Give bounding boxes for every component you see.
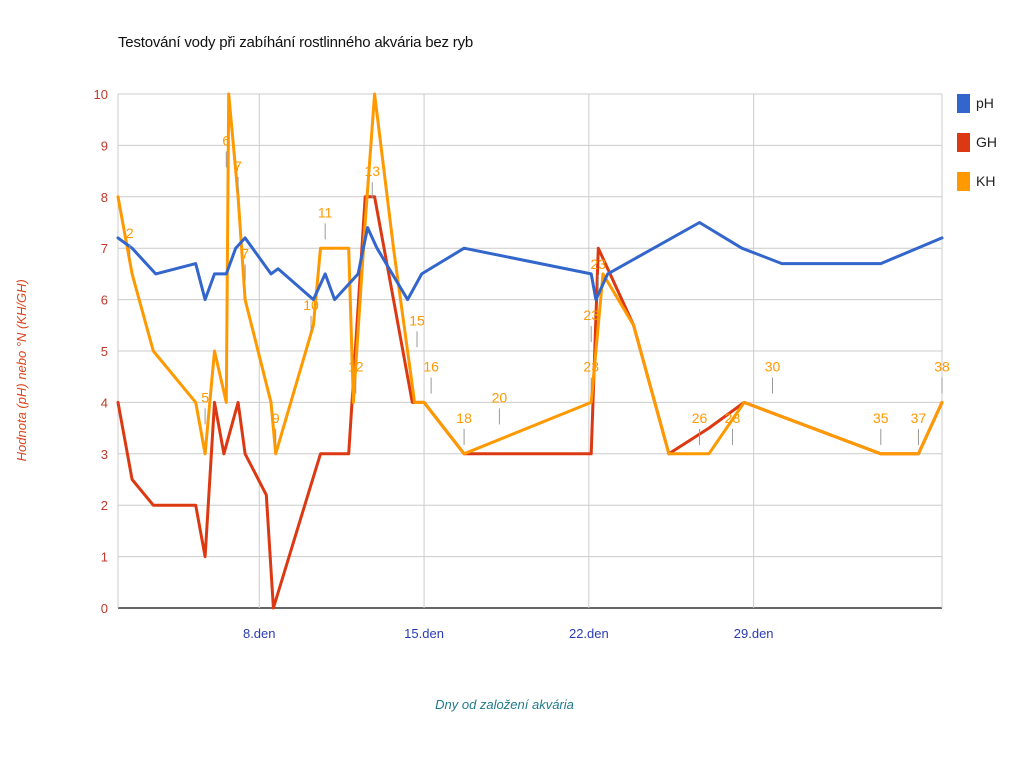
legend-swatch-ph (957, 93, 970, 113)
annotation-label: 23 (583, 307, 599, 323)
legend-label-gh: GH (976, 134, 997, 150)
x-tick-label: 29.den (734, 626, 774, 641)
annotation-label: 15 (409, 312, 425, 328)
series-line-gh (116, 195, 944, 610)
legend-item-kh: KH (957, 171, 995, 191)
y-tick-label: 5 (101, 344, 108, 359)
annotation-label: 30 (765, 359, 781, 375)
annotation-label: 37 (911, 410, 927, 426)
x-tick-label: 15.den (404, 626, 444, 641)
y-tick-label: 6 (101, 293, 108, 308)
annotation-label: 2 (126, 225, 134, 241)
y-tick-label: 8 (101, 190, 108, 205)
annotation-label: 12 (348, 359, 364, 375)
y-tick-label: 2 (101, 498, 108, 513)
annotation-label: 10 (303, 297, 319, 313)
legend-swatch-gh (957, 132, 970, 152)
legend-label-ph: pH (976, 95, 994, 111)
y-tick-label: 0 (101, 601, 108, 616)
annotation-label: 28 (725, 410, 741, 426)
chart-title: Testování vody při zabíhání rostlinného … (118, 34, 474, 51)
series-line-kh (116, 92, 944, 456)
annotation-label: 35 (873, 410, 889, 426)
annotation-label: 18 (456, 410, 472, 426)
x-axis-title: Dny od založení akvária (435, 697, 574, 712)
series-layer (116, 92, 944, 610)
y-tick-label: 1 (101, 550, 108, 565)
y-tick-label: 4 (101, 395, 108, 410)
annotation-label: 7 (234, 158, 242, 174)
annotation-label: 20 (492, 389, 508, 405)
annotation-label: 16 (423, 359, 439, 375)
annotation-label: 6 (222, 132, 230, 148)
annotation-label: 23 (590, 256, 606, 272)
annotation-label: 26 (692, 410, 708, 426)
y-tick-label: 9 (101, 138, 108, 153)
annotation-label: 38 (934, 359, 950, 375)
legend-swatch-kh (957, 171, 970, 191)
legend-item-gh: GH (957, 132, 997, 152)
y-tick-label: 7 (101, 241, 108, 256)
annotation-label: 7 (241, 245, 249, 261)
legend-item-ph: pH (957, 93, 994, 113)
y-tick-label: 10 (94, 87, 108, 102)
y-axis-title: Hodnota (pH) nebo °N (KH/GH) (14, 279, 29, 462)
annotation-label: 9 (272, 410, 280, 426)
x-tick-label: 8.den (243, 626, 276, 641)
legend-label-kh: KH (976, 173, 996, 189)
y-tick-label: 3 (101, 447, 108, 462)
annotation-label: 23 (583, 359, 599, 375)
annotation-label: 13 (364, 163, 380, 179)
x-tick-label: 22.den (569, 626, 609, 641)
annotation-label: 5 (201, 389, 209, 405)
annotation-label: 11 (318, 204, 333, 220)
series-line-ph (116, 221, 944, 302)
